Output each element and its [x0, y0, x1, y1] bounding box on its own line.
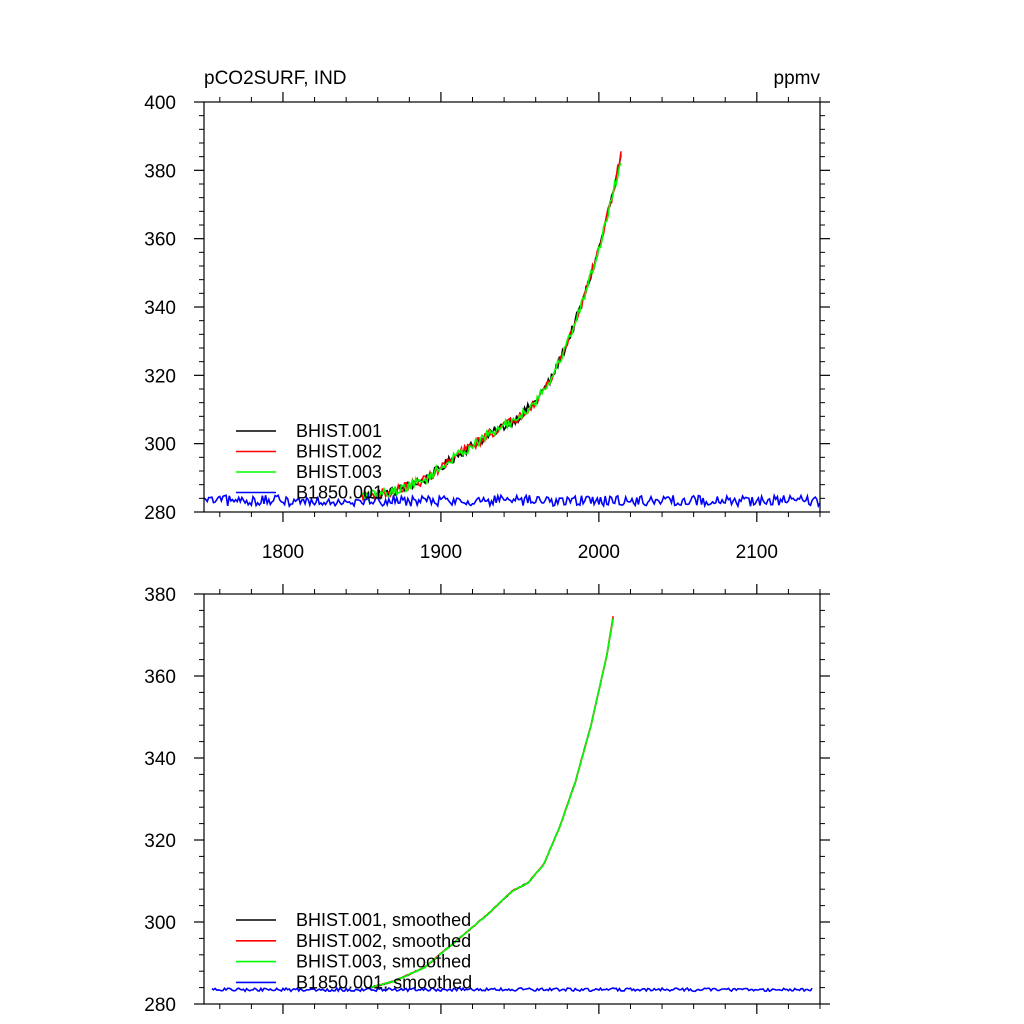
y-tick-label: 400 [144, 93, 176, 114]
y-tick-label: 340 [144, 298, 176, 319]
y-tick-label: 300 [144, 435, 176, 456]
x-tick-label: 1900 [420, 542, 462, 563]
y-tick-label: 320 [144, 366, 176, 387]
series-group [211, 616, 813, 993]
x-tick-label: 2000 [578, 542, 620, 563]
legend-label: BHIST.003 [296, 462, 382, 482]
y-tick-label: 340 [144, 749, 176, 770]
y-tick-label: 360 [144, 230, 176, 251]
plot-frame [203, 593, 821, 1005]
legend-label: B1850.001, smoothed [296, 972, 472, 992]
y-tick-label: 380 [144, 161, 176, 182]
series-line-bhist-003-smoothed [369, 618, 614, 989]
y-tick-label: 380 [144, 585, 176, 606]
y-tick-label: 300 [144, 913, 176, 934]
series-line-bhist-002 [361, 151, 622, 502]
series-line-bhist-001 [361, 154, 622, 502]
units-label: ppmv [774, 68, 821, 89]
y-tick-label: 280 [144, 503, 176, 524]
legend-label: BHIST.002, smoothed [296, 931, 471, 951]
x-tick-label: 2100 [736, 542, 778, 563]
legend-label: B1850.001 [296, 483, 383, 503]
y-tick-label: 280 [144, 995, 176, 1016]
chart-title: pCO2SURF, IND [204, 68, 347, 89]
legend-label: BHIST.001, smoothed [296, 910, 471, 930]
legend-label: BHIST.003, smoothed [296, 952, 471, 972]
series-line-b1850-001 [203, 492, 821, 509]
x-tick-label: 1800 [262, 542, 304, 563]
legend-label: BHIST.002 [296, 442, 382, 462]
series-group [203, 151, 821, 509]
y-tick-label: 320 [144, 831, 176, 852]
series-line-b1850-001-smoothed [211, 986, 813, 993]
y-tick-label: 360 [144, 667, 176, 688]
series-line-bhist-003 [361, 163, 622, 502]
legend-label: BHIST.001 [296, 421, 382, 441]
raw-panel: 280 300 320 340 360 380 400 1800 1900 2000 2100 BHI… [144, 92, 830, 563]
